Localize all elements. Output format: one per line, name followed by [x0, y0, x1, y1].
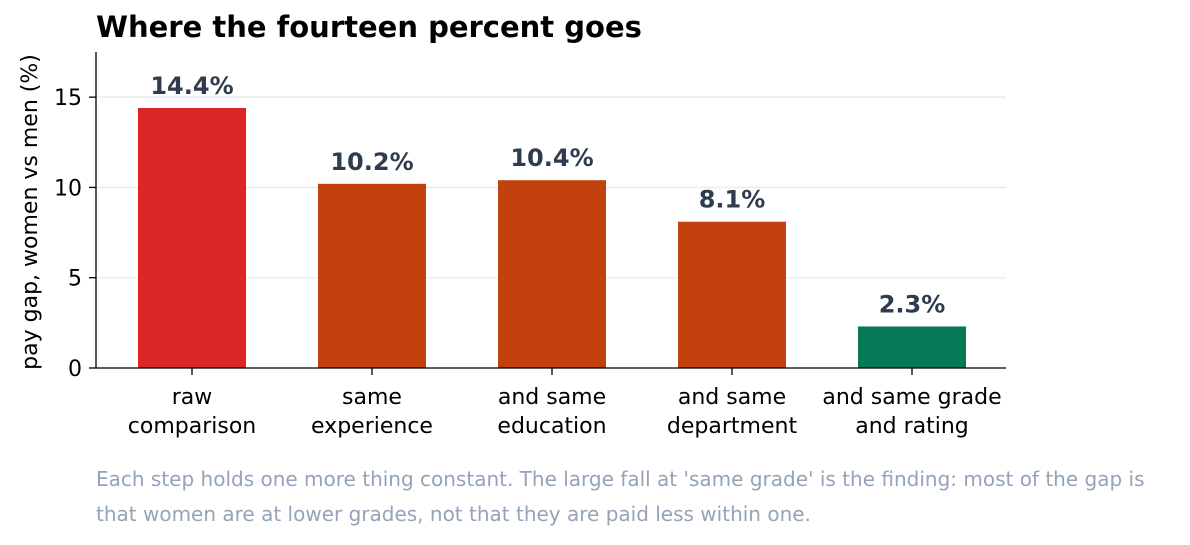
- x-tick-label: and same: [678, 385, 786, 410]
- y-tick-label: 10: [54, 176, 82, 201]
- bar-value-label: 2.3%: [879, 290, 946, 318]
- bar-value-label: 8.1%: [699, 186, 766, 214]
- x-tick-label: and same: [498, 385, 606, 410]
- axes: [95, 52, 1006, 369]
- y-axis-label: pay gap, women vs men (%): [18, 54, 43, 370]
- x-tick-label: raw: [172, 385, 213, 410]
- y-tick-label: 0: [68, 357, 82, 382]
- x-tick-label: experience: [311, 414, 433, 439]
- bar: [498, 180, 606, 368]
- bar-chart: Where the fourteen percent goes 14.4% 10.…: [18, 10, 1006, 439]
- x-ticks: raw comparison same experience and same educa…: [128, 368, 1002, 439]
- bar-value-label: 10.2%: [330, 148, 413, 176]
- x-tick-label: and same grade: [822, 385, 1001, 410]
- chart-title: Where the fourteen percent goes: [96, 10, 642, 44]
- y-ticks: 0 5 10 15: [54, 86, 96, 382]
- bar: [678, 221, 786, 368]
- bar: [138, 107, 246, 368]
- bar: [858, 326, 966, 368]
- x-tick-label: and rating: [855, 414, 969, 439]
- bar: [318, 183, 426, 368]
- y-tick-label: 15: [54, 86, 82, 111]
- bars: [138, 107, 966, 368]
- y-tick-label: 5: [68, 267, 82, 292]
- x-tick-label: comparison: [128, 414, 256, 439]
- chart-note: Each step holds one more thing constant.…: [96, 467, 1145, 526]
- bar-value-label: 14.4%: [150, 72, 233, 100]
- bar-value-label: 10.4%: [510, 144, 593, 172]
- data-labels: 14.4% 10.2% 10.4% 8.1% 2.3%: [150, 72, 945, 318]
- x-tick-label: same: [342, 385, 402, 410]
- x-tick-label: department: [667, 414, 798, 439]
- x-tick-label: education: [497, 414, 606, 439]
